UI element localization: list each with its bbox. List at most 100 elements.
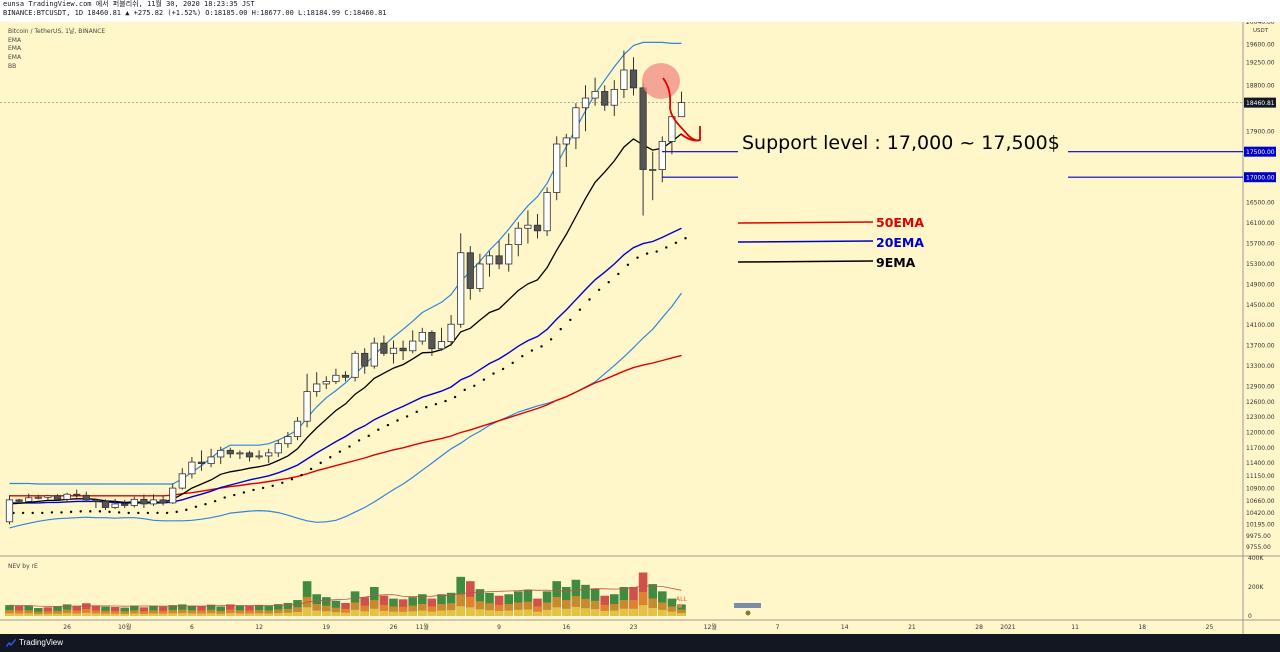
volume-sub-bar: [629, 600, 638, 616]
candle: [293, 417, 302, 441]
volume-sub-bar: [389, 606, 398, 616]
volume-sub-bar: [14, 610, 24, 616]
volume-base-bar: [533, 611, 542, 616]
ema-dot: [108, 510, 111, 514]
candle: [639, 82, 647, 216]
candle-body: [361, 352, 369, 367]
volume-ma-line: [9, 585, 682, 607]
candle: [543, 187, 551, 236]
price-tick-label: 14500.00: [1246, 302, 1275, 309]
volume-base-bar: [350, 609, 360, 616]
volume-sub-bar: [523, 601, 533, 616]
candle: [111, 498, 119, 510]
ema-dot: [271, 484, 274, 488]
candle: [169, 483, 177, 504]
drop-arrow-head: [680, 126, 701, 142]
ema-dot: [377, 428, 380, 431]
ema-dot: [175, 510, 178, 514]
volume-sub-bar: [235, 610, 245, 616]
legend-line-50ema: [737, 221, 874, 224]
volume-base-bar: [274, 613, 283, 616]
candle-body: [668, 116, 676, 142]
ema-dot: [645, 252, 649, 255]
candle: [341, 371, 350, 382]
candle: [505, 233, 513, 272]
price-tick-label: 16100.00: [1246, 220, 1275, 227]
candle: [524, 210, 532, 244]
candle: [149, 494, 158, 506]
ema-dot: [252, 488, 255, 492]
candle: [303, 373, 311, 428]
price-tick-label: 12000.00: [1246, 429, 1275, 436]
volume-base-bar: [398, 611, 408, 616]
candle-body: [149, 499, 158, 505]
candle: [313, 372, 321, 397]
ema-dot: [242, 491, 246, 494]
legend-indicator-2: EMA: [8, 45, 22, 52]
candle: [217, 446, 225, 465]
candle: [447, 315, 455, 346]
candle: [274, 440, 282, 457]
price-axis[interactable]: [1243, 22, 1280, 634]
time-tick-label: 7: [776, 624, 780, 631]
volume-sub-bar: [82, 608, 91, 616]
price-tick-label: 9755.00: [1246, 544, 1271, 551]
volume-sub-bar: [197, 610, 206, 616]
volume-base-bar: [370, 608, 379, 616]
ema-dot: [204, 503, 207, 506]
ema-dot: [21, 511, 25, 515]
candle: [495, 241, 503, 270]
volume-sub-bar: [62, 609, 72, 616]
candle: [658, 136, 666, 183]
volume-base-bar: [72, 613, 81, 616]
candle-body: [476, 263, 484, 289]
volume-base-bar: [5, 613, 14, 616]
chart-background: [0, 22, 1243, 634]
time-tick-label: 12: [255, 624, 263, 631]
volume-sub-bar: [475, 601, 485, 616]
volume-base-bar: [667, 611, 677, 616]
volume-base-bar: [302, 607, 312, 616]
price-tick-label: 11150.00: [1246, 473, 1275, 480]
volume-sub-bar: [331, 607, 341, 616]
volume-sub-bar: [130, 610, 139, 616]
volume-sub-bar: [658, 602, 667, 616]
header-line-2: BINANCE:BTCUSDT, 1D 18460.81 ▲ +275.82 (…: [3, 9, 387, 17]
candle-body: [245, 452, 254, 458]
ema-dot: [396, 419, 399, 422]
volume-sub-bar: [408, 605, 417, 616]
candle-body: [485, 255, 494, 265]
volume-base-bar: [34, 614, 43, 616]
volume-sub-bar: [504, 604, 513, 616]
candle-body: [63, 493, 71, 500]
ema-dot: [89, 510, 92, 513]
volume-sub-bar: [600, 604, 609, 616]
event-dot: [745, 610, 751, 616]
volume-base-bar: [245, 613, 254, 616]
volume-sub-bar: [206, 609, 216, 616]
price-tick-label: 11400.00: [1246, 460, 1275, 467]
ema-dot: [223, 496, 226, 499]
time-tick-label: 10월: [118, 623, 131, 631]
candle: [332, 368, 340, 384]
candle: [418, 327, 426, 345]
candle: [188, 456, 196, 479]
candle-body: [111, 503, 119, 508]
time-tick-label: 23: [630, 624, 638, 631]
candle: [649, 151, 657, 201]
candle: [361, 348, 369, 374]
volume-base-bar: [552, 607, 561, 616]
candle-body: [178, 473, 186, 489]
volume-sub-bar: [283, 608, 293, 616]
price-tick-label: 9975.00: [1246, 533, 1271, 540]
volume-base-bar: [466, 607, 475, 616]
candle-body: [44, 495, 52, 498]
candle: [53, 494, 62, 501]
volume-base-bar: [53, 613, 62, 616]
volume-sub-bar: [302, 596, 312, 616]
support-price-badge: [1244, 172, 1276, 183]
ema-dot: [569, 318, 572, 322]
volume-base-bar: [590, 609, 600, 616]
price-chart[interactable]: Bitcoin / TetherUS, 1날, BINANCE EMA EMA …: [0, 22, 1280, 634]
ema-dot: [309, 467, 313, 471]
